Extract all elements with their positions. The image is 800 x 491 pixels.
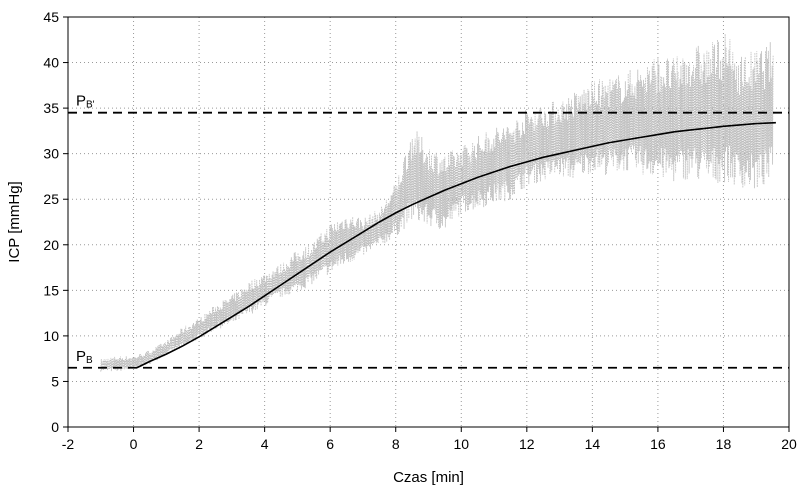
plot-area-frame [67,16,790,428]
fit-curve-line [136,121,776,369]
x-tick-label: -2 [62,436,75,452]
raw-icp-band [100,33,774,372]
x-tick-label: 8 [392,436,400,452]
raw-icp-signal [100,33,774,372]
x-tick-label: 2 [195,436,203,452]
y-tick-label: 45 [43,9,59,25]
x-axis-label: Czas [min] [393,469,464,486]
x-tick-label: 10 [453,436,469,452]
x-tick-label: 4 [261,436,269,452]
y-tick-label: 0 [51,419,59,435]
y-tick-label: 15 [43,282,59,298]
y-axis-label: ICP [mmHg] [6,181,23,262]
x-tick-label: 6 [326,436,334,452]
x-tick-label: 12 [519,436,535,452]
reference-line-label: PB' [76,93,95,111]
x-tick-label: 16 [650,436,666,452]
x-axis-ticks: -2 0 2 4 6 8 10 12 14 16 18 20 [62,427,797,452]
y-tick-label: 5 [51,373,59,389]
x-tick-label: 20 [781,436,797,452]
y-tick-label: 30 [43,146,59,162]
y-tick-label: 35 [43,100,59,116]
x-tick-label: 0 [130,436,138,452]
y-tick-label: 20 [43,237,59,253]
reference-lines: PB' PB [68,93,789,369]
y-tick-label: 10 [43,328,59,344]
x-tick-label: 18 [716,436,732,452]
y-axis-ticks: 0 5 10 15 20 25 30 35 40 45 [43,9,68,435]
fit-curve [136,121,776,369]
x-tick-label: 14 [585,436,601,452]
y-tick-label: 40 [43,55,59,71]
reference-line-label: PB [76,348,93,366]
y-tick-label: 25 [43,191,59,207]
